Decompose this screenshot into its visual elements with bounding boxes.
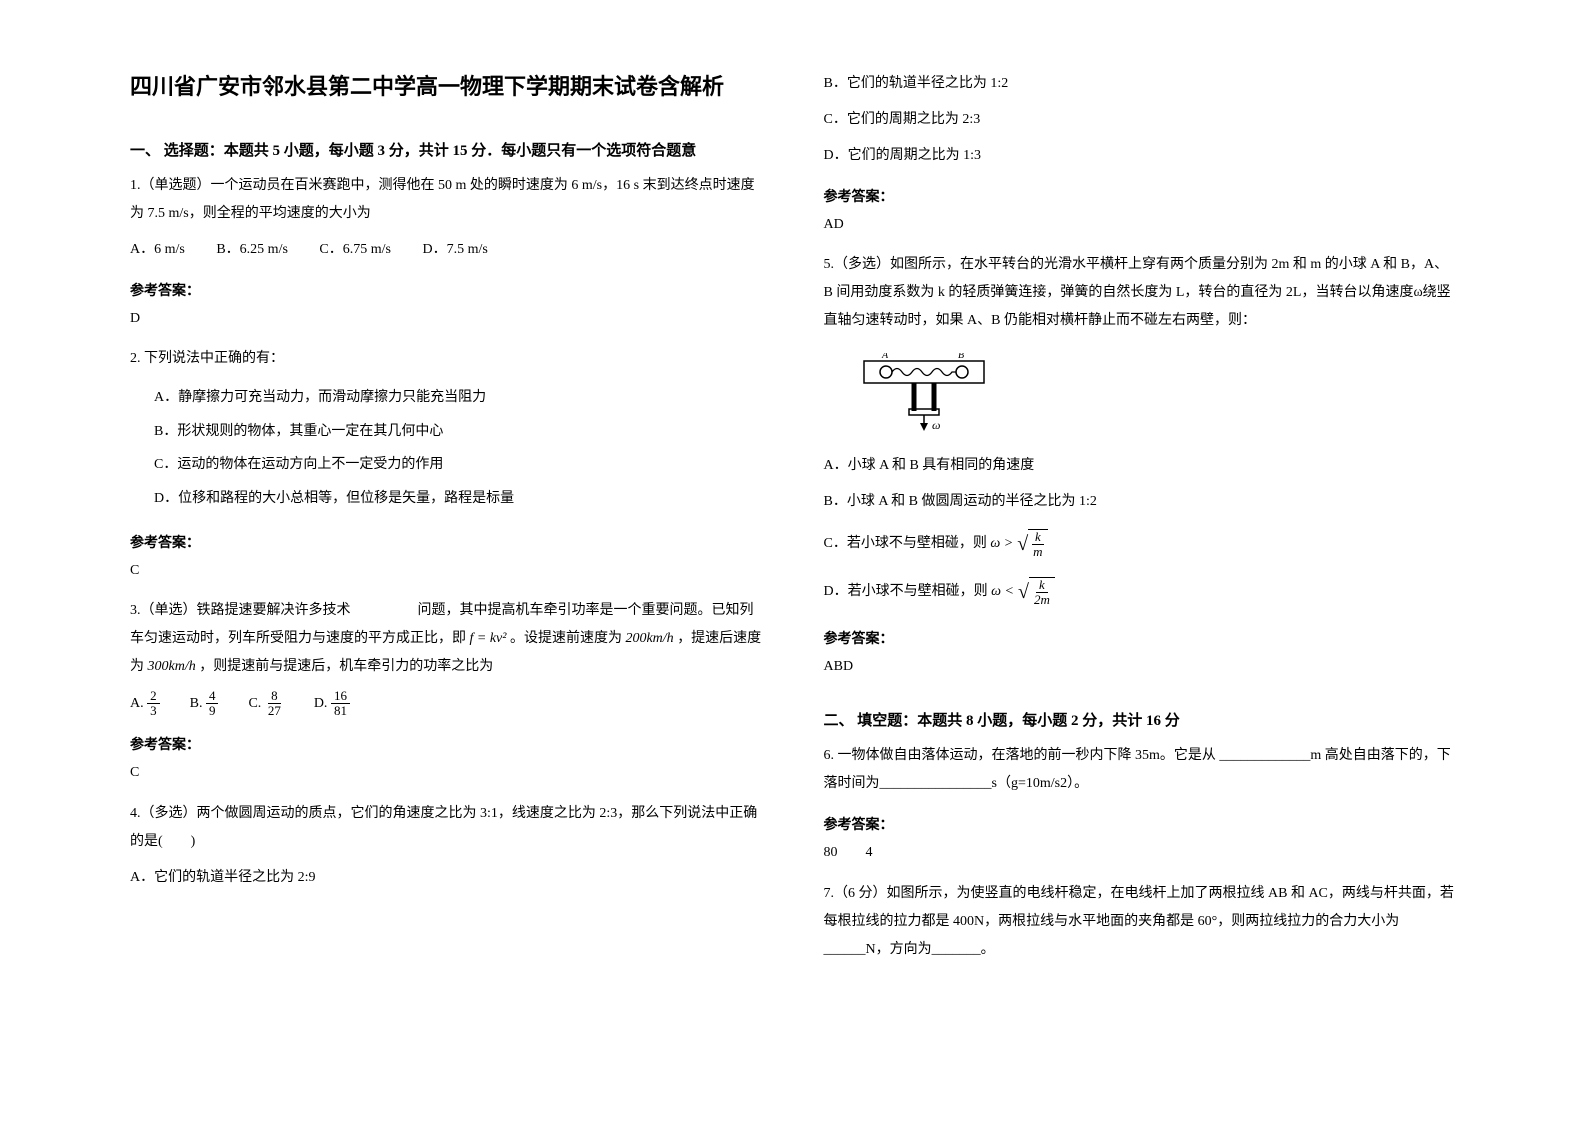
q4-answer-label: 参考答案： — [824, 186, 1458, 206]
q5-optD-formula: ω < √k2m — [991, 572, 1055, 612]
q3-optA: A. 23 — [130, 689, 160, 719]
q1-answer: D — [130, 306, 764, 331]
q1-optA: A．6 m/s — [130, 242, 185, 257]
q3-formula: f = kv² — [470, 631, 507, 646]
q3-options: A. 23 B. 49 C. 827 D. 1681 — [130, 689, 764, 719]
q1-options: A．6 m/s B．6.25 m/s C．6.75 m/s D．7.5 m/s — [130, 236, 764, 264]
q5-diagram: A B ω — [854, 353, 1458, 438]
q3-answer-label: 参考答案： — [130, 734, 764, 754]
q4-text: 4.（多选）两个做圆周运动的质点，它们的角速度之比为 3:1，线速度之比为 2:… — [130, 800, 764, 856]
doc-title: 四川省广安市邻水县第二中学高一物理下学期期末试卷含解析 — [130, 70, 764, 103]
q1-optB: B．6.25 m/s — [216, 242, 288, 257]
q4-optA: A．它们的轨道半径之比为 2:9 — [130, 864, 764, 892]
q3-optD: D. 1681 — [314, 689, 350, 719]
q4-answer: AD — [824, 212, 1458, 237]
q5-optD-prefix: D．若小球不与壁相碰，则 — [824, 584, 988, 599]
q1-answer-label: 参考答案： — [130, 280, 764, 300]
q2-optD: D．位移和路程的大小总相等，但位移是矢量，路程是标量 — [154, 482, 764, 516]
q5-answer: ABD — [824, 654, 1458, 679]
q3-t5: ，则提速前与提速后，机车牵引力的功率之比为 — [199, 659, 493, 674]
q2-text: 2. 下列说法中正确的有： — [130, 345, 764, 373]
q3-t3: 。设提速前速度为 — [510, 631, 622, 646]
q5-optA: A．小球 A 和 B 具有相同的角速度 — [824, 452, 1458, 480]
q5-answer-label: 参考答案： — [824, 628, 1458, 648]
q3-s2: 300km/h — [148, 659, 196, 674]
q4-optC: C．它们的周期之比为 2:3 — [824, 106, 1458, 134]
q1-text: 1.（单选题）一个运动员在百米赛跑中，测得他在 50 m 处的瞬时速度为 6 m… — [130, 172, 764, 228]
q5-optB: B．小球 A 和 B 做圆周运动的半径之比为 1:2 — [824, 488, 1458, 516]
q5-optC-prefix: C．若小球不与壁相碰，则 — [824, 536, 987, 551]
right-column: B．它们的轨道半径之比为 1:2 C．它们的周期之比为 2:3 D．它们的周期之… — [794, 70, 1488, 1052]
q2-optA: A．静摩擦力可充当动力，而滑动摩擦力只能充当阻力 — [154, 381, 764, 415]
q4-optD: D．它们的周期之比为 1:3 — [824, 142, 1458, 170]
q5-optC-formula: ω > √km — [990, 524, 1047, 564]
q6-answer-label: 参考答案： — [824, 814, 1458, 834]
left-column: 四川省广安市邻水县第二中学高一物理下学期期末试卷含解析 一、 选择题：本题共 5… — [100, 70, 794, 1052]
q5-optC: C．若小球不与壁相碰，则 ω > √km — [824, 524, 1458, 564]
section2-header: 二、 填空题：本题共 8 小题，每小题 2 分，共计 16 分 — [824, 709, 1458, 730]
section1-header: 一、 选择题：本题共 5 小题，每小题 3 分，共计 15 分．每小题只有一个选… — [130, 139, 764, 160]
q2-answer-label: 参考答案： — [130, 532, 764, 552]
q2-optB: B．形状规则的物体，其重心一定在其几何中心 — [154, 415, 764, 449]
svg-text:B: B — [958, 353, 964, 361]
q1-optD: D．7.5 m/s — [423, 242, 488, 257]
q3-optC: C. 827 — [248, 689, 283, 719]
q7-text: 7.（6 分）如图所示，为使竖直的电线杆稳定，在电线杆上加了两根拉线 AB 和 … — [824, 880, 1458, 964]
q3-t1: 3.（单选）铁路提速要解决许多技术 — [130, 603, 351, 618]
q2-answer: C — [130, 558, 764, 583]
q1-optC: C．6.75 m/s — [319, 242, 391, 257]
q2-optC: C．运动的物体在运动方向上不一定受力的作用 — [154, 448, 764, 482]
q6-answer: 80 4 — [824, 840, 1458, 865]
q3-text: 3.（单选）铁路提速要解决许多技术 问题，其中提高机车牵引功率是一个重要问题。已… — [130, 597, 764, 681]
q5-optD: D．若小球不与壁相碰，则 ω < √k2m — [824, 572, 1458, 612]
svg-text:ω: ω — [932, 418, 940, 432]
svg-text:A: A — [881, 353, 889, 361]
q5-text: 5.（多选）如图所示，在水平转台的光滑水平横杆上穿有两个质量分别为 2m 和 m… — [824, 251, 1458, 335]
q6-text: 6. 一物体做自由落体运动，在落地的前一秒内下降 35m。它是从 _______… — [824, 742, 1458, 798]
q4-optB: B．它们的轨道半径之比为 1:2 — [824, 70, 1458, 98]
q3-optB: B. 49 — [190, 689, 219, 719]
q3-answer: C — [130, 760, 764, 785]
q2-options: A．静摩擦力可充当动力，而滑动摩擦力只能充当阻力 B．形状规则的物体，其重心一定… — [154, 381, 764, 515]
q3-s1: 200km/h — [625, 631, 673, 646]
